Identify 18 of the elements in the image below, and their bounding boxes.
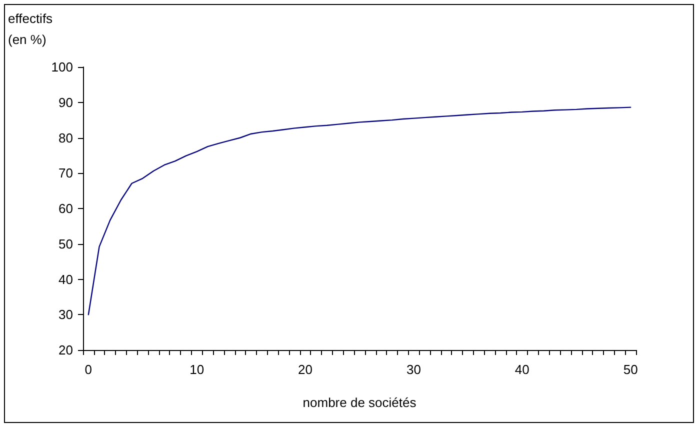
- y-tick-label: 80: [58, 130, 73, 146]
- y-tick-label: 50: [58, 236, 73, 252]
- y-tick-label: 100: [51, 60, 73, 74]
- x-tick-label: 40: [514, 362, 530, 377]
- y-tick-label: 40: [58, 272, 73, 287]
- y-tick-label: 70: [58, 166, 73, 181]
- y-tick-label: 60: [58, 201, 73, 216]
- y-tick-label: 20: [58, 342, 73, 358]
- x-tick-label: 10: [190, 362, 204, 377]
- x-tick-label: 30: [406, 362, 421, 377]
- y-tick-label: 90: [58, 94, 73, 110]
- y-tick-label: 30: [58, 307, 73, 322]
- y-axis-title: effectifs (en %): [8, 11, 56, 47]
- line-series: [88, 106, 632, 316]
- x-tick-label: 50: [623, 362, 638, 377]
- x-tick-label: 0: [84, 362, 92, 377]
- x-axis-title: nombre de sociétés: [302, 395, 417, 410]
- x-tick-label: 20: [298, 362, 313, 377]
